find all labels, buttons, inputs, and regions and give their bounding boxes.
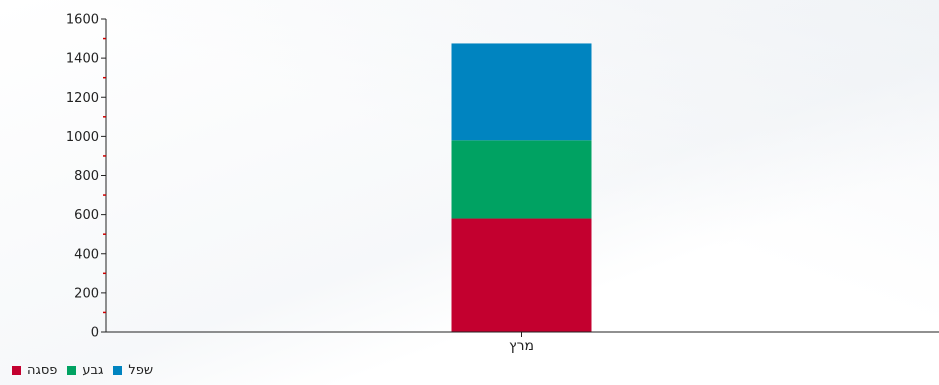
legend-label: גבע xyxy=(82,363,104,378)
legend-swatch xyxy=(113,366,123,375)
legend-label: פסגה xyxy=(27,363,58,378)
legend-item: גבע xyxy=(67,363,103,378)
y-tick-label: 0 xyxy=(91,326,99,341)
legend-swatch xyxy=(12,366,21,375)
y-tick-label: 1200 xyxy=(66,91,99,106)
bar-segment xyxy=(451,218,592,332)
y-tick-label: 1600 xyxy=(66,13,99,28)
legend-item: פסגה xyxy=(12,363,57,378)
x-axis: מרץ xyxy=(106,331,939,354)
legend-swatch xyxy=(67,366,77,375)
y-tick-label: 600 xyxy=(74,208,99,223)
legend: פסגה גבע שפל xyxy=(12,363,153,378)
legend-item: שפל xyxy=(113,363,153,378)
y-tick-label: 200 xyxy=(74,286,99,301)
y-axis: 0 200 400 600 800 1000 1200 1400 1600 xyxy=(66,13,107,341)
y-tick-label: 800 xyxy=(74,169,99,184)
legend-label: שפל xyxy=(128,363,154,378)
bars xyxy=(451,43,592,332)
bar-segment xyxy=(451,140,592,219)
x-tick-label: מרץ xyxy=(509,338,534,354)
y-tick-label: 1400 xyxy=(66,52,99,67)
y-tick-label: 1000 xyxy=(66,130,99,145)
bar-segment xyxy=(451,43,592,141)
y-tick-label: 400 xyxy=(74,247,99,262)
